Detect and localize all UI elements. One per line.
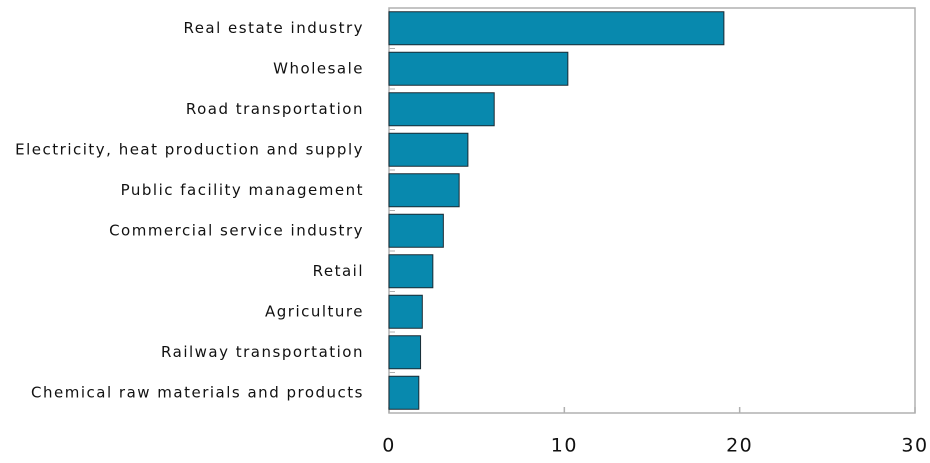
bar [388,51,569,86]
bar [388,254,434,289]
x-tick-label: 30 [901,435,928,457]
bar [388,375,420,410]
y-tick-label: Electricity, heat production and supply [15,140,364,158]
bar [388,335,422,370]
y-tick-label: Commercial service industry [109,221,364,239]
y-tick-label: Public facility management [121,181,364,199]
bar [388,11,725,46]
y-tick-label: Agriculture [265,302,364,320]
bar [388,294,423,329]
y-tick-label: Road transportation [186,100,364,118]
x-tick-label: 20 [726,435,753,457]
y-tick-label: Chemical raw materials and products [31,383,364,401]
bar [388,92,495,127]
bar [388,132,469,167]
y-tick-label: Wholesale [273,59,364,77]
x-tick-label: 0 [382,435,396,457]
y-tick-label: Retail [313,262,364,280]
bar [388,173,460,208]
y-tick-label: Railway transportation [161,343,364,361]
y-tick-label: Real estate industry [183,19,364,37]
x-tick-label: 10 [551,435,578,457]
bar [388,213,444,248]
